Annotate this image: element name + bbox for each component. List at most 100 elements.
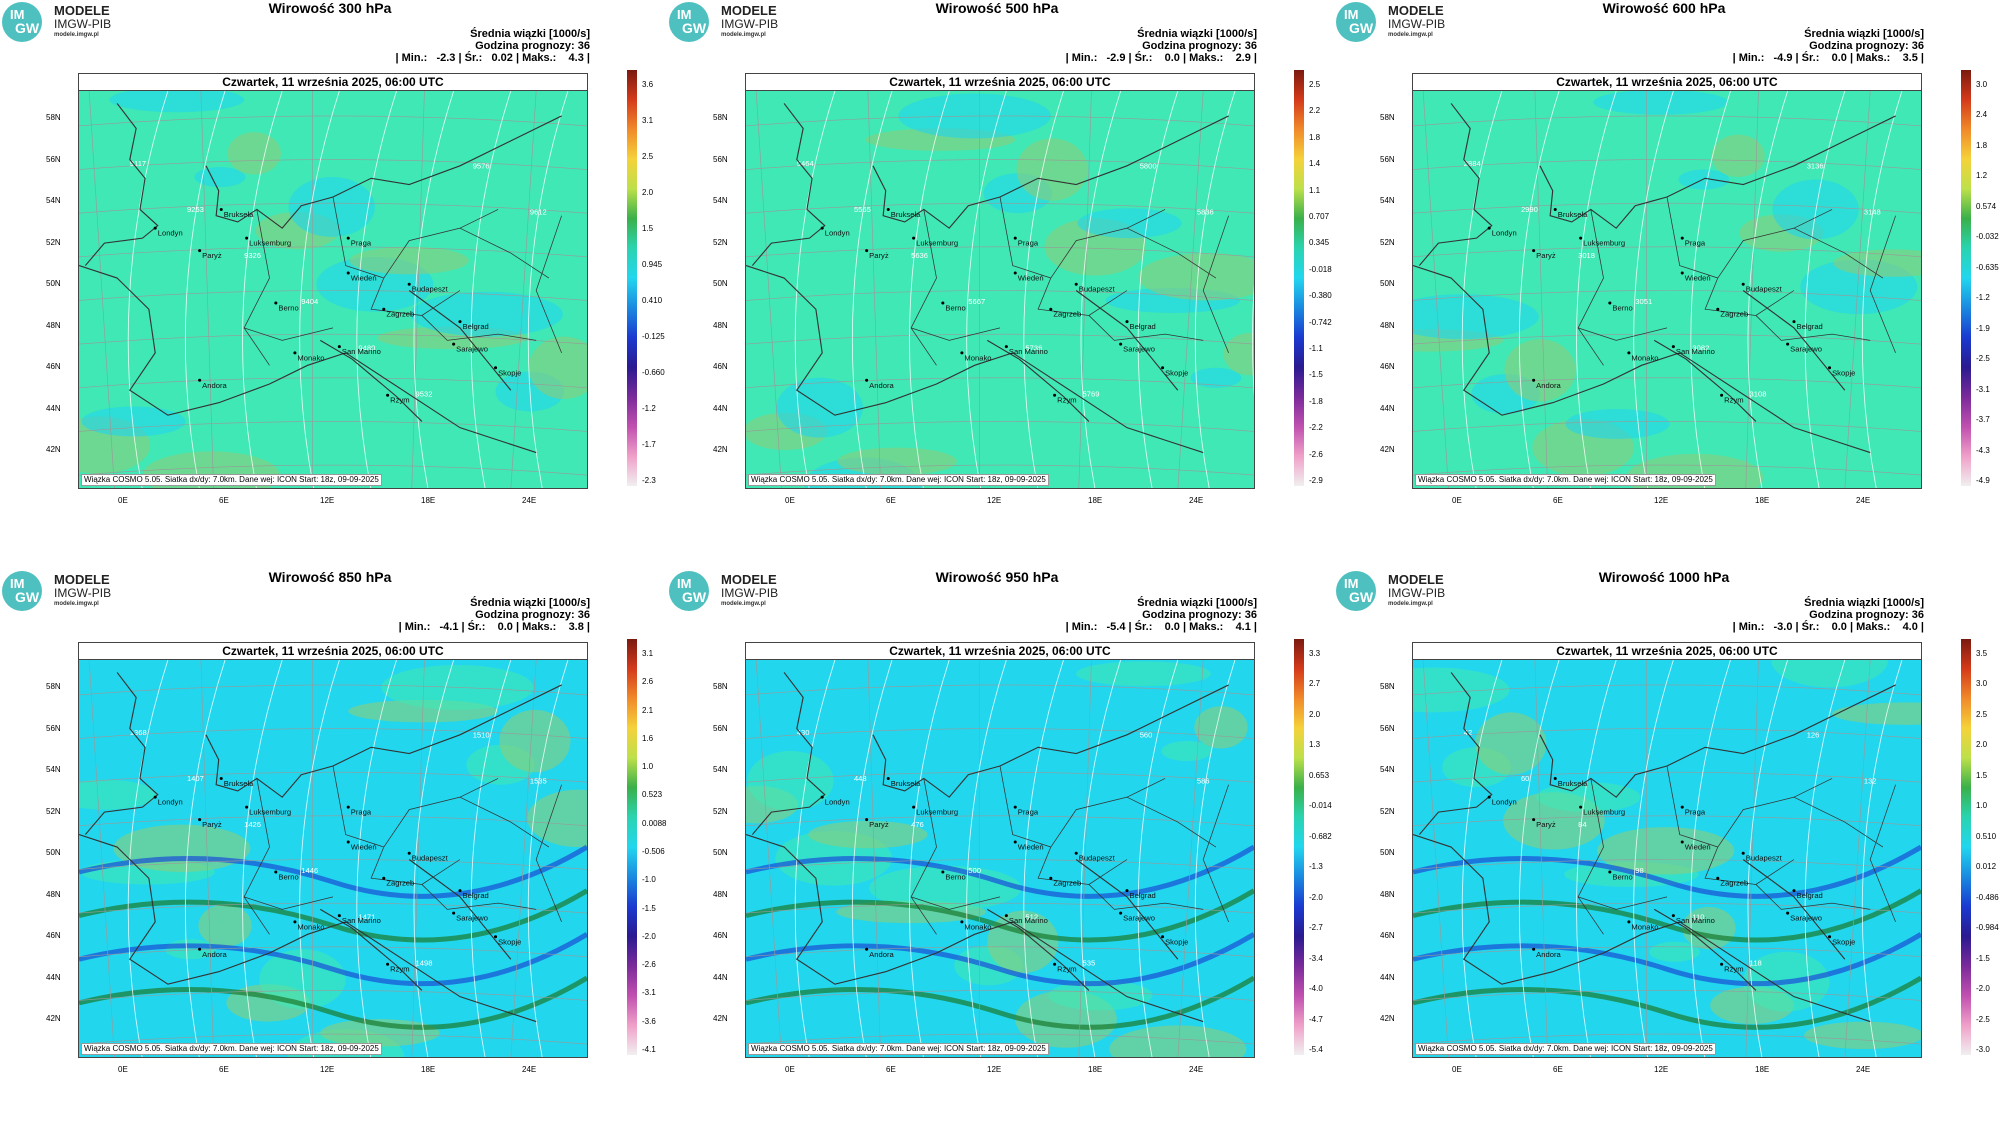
latitude-label: 46N [1380, 931, 1395, 940]
city-marker [1053, 962, 1057, 966]
vorticity-field: 430 448 476 500 512 535 560 586 Londyn Bruksela Lu… [746, 660, 1254, 1057]
logo-line1: MODELE [54, 572, 110, 587]
city-marker [865, 818, 869, 822]
city-label: Bruksela [891, 210, 921, 219]
latitude-gridline [1413, 421, 1921, 432]
imgw-logo: IM GW MODELE IMGW-PIB modele.imgw.pl [2, 571, 122, 615]
longitude-gridline [510, 91, 537, 488]
city-label: Skopje [1832, 368, 1855, 377]
vorticity-blob [837, 447, 957, 476]
latitude-label: 42N [46, 1014, 61, 1023]
city-marker [1125, 889, 1129, 893]
stats-box: Średnia wiązki [1000/s] Godzina prognozy:… [1733, 28, 1924, 64]
geopotential-isoline [1194, 91, 1236, 488]
legend-title: Średnia wiązki [1000/s] [1804, 597, 1924, 609]
imgw-logo: IM GW MODELE IMGW-PIB modele.imgw.pl [669, 2, 789, 46]
city-label: Zagrzeb [1720, 879, 1748, 888]
longitude-gridline [867, 660, 881, 1057]
latitude-gridline [1413, 333, 1921, 345]
latitude-gridline [1413, 946, 1921, 958]
latitude-label: 56N [46, 154, 61, 164]
city-label: Bruksela [1558, 210, 1588, 219]
isoline-label: 110 [1692, 912, 1704, 921]
city-marker [912, 805, 916, 809]
city-marker [1013, 805, 1017, 809]
isoline-label: 9253 [187, 205, 204, 214]
vorticity-blob [1804, 1021, 1921, 1050]
panel-title: Wirowość 600 hPa [1602, 0, 1726, 16]
colorbar-tick: 0.945 [642, 260, 663, 269]
city-marker [382, 876, 386, 880]
colorbar [1294, 70, 1304, 486]
latitude-gridline [746, 990, 1254, 1001]
stats-line: | Min.: -4.9 | Śr.: 0.0 | Maks.: 3.5 | [1732, 52, 1924, 64]
city-label: Wiedeń [1018, 274, 1044, 283]
isoline-label: 3018 [1578, 251, 1595, 260]
vorticity-blob [1138, 253, 1254, 301]
isoline-label: 448 [854, 774, 867, 783]
city-label: Rzym [390, 965, 409, 974]
isoline-label: 3082 [1692, 343, 1709, 352]
longitude-label: 24E [1189, 496, 1204, 505]
colorbar-tick: 3.1 [642, 116, 654, 125]
latitude-label: 54N [713, 765, 728, 774]
latitude-label: 56N [713, 154, 728, 164]
city-marker [1720, 393, 1724, 397]
colorbar-tick: 3.6 [642, 80, 654, 89]
city-marker [1119, 342, 1123, 346]
model-footer: Wiązka COSMO 5.05. Siatka dx/dy: 7.0km. … [1415, 1043, 1716, 1055]
longitude-label: 18E [421, 1065, 436, 1074]
city-label: San Marino [1676, 916, 1715, 925]
isoline-label: 5836 [1197, 208, 1214, 217]
colorbar-tick: 0.574 [1976, 201, 1997, 211]
city-label: Sarajewo [1790, 914, 1822, 923]
colorbar-tick: -1.5 [1309, 370, 1323, 380]
longitude-label: 6E [1553, 496, 1563, 505]
longitude-gridline [867, 91, 881, 488]
city-marker [1553, 776, 1557, 780]
city-marker [1786, 342, 1790, 346]
colorbar-tick: 0.510 [1976, 831, 1997, 841]
colorbar-tick: 2.1 [642, 705, 654, 715]
longitude-label: 24E [1856, 496, 1871, 505]
longitude-label: 12E [987, 1065, 1002, 1074]
map-panel: IM GW MODELE IMGW-PIB modele.imgw.pl Wirowość… [1334, 569, 1999, 1129]
longitude-label: 24E [522, 1065, 537, 1074]
vorticity-blob [1597, 827, 1735, 875]
geopotential-isoline [1518, 660, 1560, 1057]
vorticity-band [746, 975, 1254, 1030]
longitude-label: 18E [421, 496, 436, 505]
colorbar-tick: -1.1 [1309, 344, 1323, 353]
latitude-label: 48N [713, 889, 728, 899]
city-label: Monako [1631, 353, 1658, 362]
coastline [1413, 103, 1896, 454]
logo-gw-text: GW [1349, 589, 1374, 605]
vorticity-blob [288, 177, 375, 237]
isoline-label: 5800 [1140, 161, 1157, 170]
geopotential-isoline [470, 91, 512, 488]
city-label: Skopje [1165, 368, 1188, 377]
city-label: Andora [869, 950, 894, 959]
vorticity-blob [1161, 741, 1213, 761]
vorticity-blob [1190, 367, 1242, 388]
longitude-gridline [1534, 91, 1548, 488]
country-borders [243, 196, 562, 366]
latitude-label: 54N [713, 196, 728, 205]
date-header: Czwartek, 11 września 2025, 06:00 UTC [79, 643, 587, 660]
city-marker [293, 351, 297, 355]
map-panel: IM GW MODELE IMGW-PIB modele.imgw.pl Wirowość… [667, 569, 1332, 1129]
geopotential-isoline [242, 91, 283, 488]
latitude-label: 44N [1380, 403, 1395, 413]
colorbar-tick: 2.5 [1309, 80, 1321, 89]
vorticity-band [1413, 932, 1921, 987]
geopotential-isoline [1137, 660, 1179, 1057]
panel-title: Wirowość 950 hPa [935, 569, 1059, 585]
vorticity-blob [1194, 706, 1248, 749]
longitude-gridline [411, 660, 425, 1057]
vorticity-blob [808, 820, 928, 849]
latitude-label: 52N [1380, 237, 1395, 247]
latitude-label: 56N [713, 723, 728, 733]
vorticity-band [79, 932, 587, 987]
colorbar-tick: -0.125 [642, 332, 665, 341]
forecast-hour: Godzina prognozy: 36 [1809, 40, 1924, 52]
